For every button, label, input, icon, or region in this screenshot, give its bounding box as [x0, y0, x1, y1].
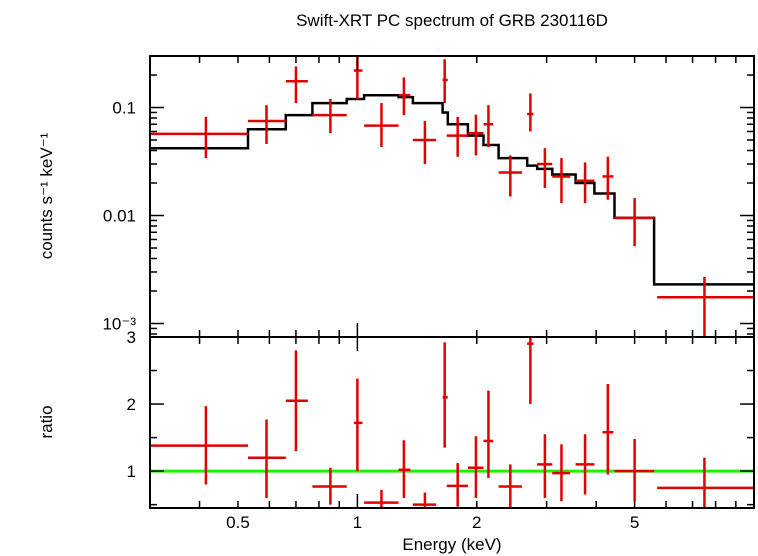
- ratio-point-3: [285, 350, 308, 451]
- ratio-y-tick-label: 1: [127, 462, 136, 481]
- spectrum-point-19: [614, 198, 655, 247]
- spectrum-point-15: [537, 148, 553, 188]
- ratio-point-18: [602, 383, 614, 475]
- spectrum-point-1: [150, 116, 249, 159]
- ratio-y-tick-label: 2: [127, 395, 136, 414]
- ratio-point-9: [442, 342, 448, 448]
- spectrum-point-12: [483, 105, 494, 148]
- ratio-y-axis-label: ratio: [37, 405, 56, 438]
- spectrum-y-axis-label: counts s⁻¹ keV⁻¹: [37, 132, 56, 259]
- spectrum-point-8: [412, 121, 437, 164]
- ratio-panel: 0.5 1 2 5 1 2 3 ratio Energy (keV): [37, 328, 755, 554]
- ratio-point-19: [614, 438, 655, 502]
- x-tick-label: 0.5: [226, 513, 250, 532]
- ratio-point-17: [575, 434, 595, 495]
- ratio-point-12: [483, 390, 494, 478]
- ratio-point-16: [552, 444, 571, 502]
- spectrum-point-3: [285, 66, 308, 104]
- spectrum-point-4: [312, 98, 347, 134]
- spectrum-point-11: [467, 114, 484, 156]
- spectrum-point-16: [552, 158, 571, 204]
- x-axis-label: Energy (keV): [402, 535, 501, 554]
- x-tick-label: 1: [353, 513, 362, 532]
- spectrum-point-14: [527, 93, 534, 132]
- chart-title: Swift-XRT PC spectrum of GRB 230116D: [296, 11, 608, 30]
- model-step-line: [150, 93, 754, 286]
- ratio-point-6: [364, 489, 399, 508]
- ratio-point-15: [537, 434, 553, 498]
- ratio-point-13: [498, 464, 522, 508]
- spectrum-point-7: [398, 77, 411, 116]
- spectrum-point-20: [657, 276, 754, 337]
- ratio-point-5: [353, 378, 363, 472]
- ratio-y-tick-label: 3: [127, 328, 136, 347]
- spectrum-point-17: [575, 162, 595, 204]
- spectrum-point-2: [248, 105, 286, 144]
- ratio-point-11: [467, 436, 484, 498]
- spectrum-point-9: [442, 59, 448, 104]
- model-curve: [150, 93, 754, 286]
- spectrum-y-tick-label: 10⁻³: [102, 315, 136, 334]
- ratio-point-4: [312, 467, 347, 505]
- ratio-point-1: [150, 406, 249, 485]
- spectrum-point-10: [446, 116, 468, 157]
- spectrum-axis-ticks: 0.1 0.01 10⁻³: [102, 56, 754, 337]
- spectrum-y-tick-label: 0.01: [103, 207, 136, 226]
- ratio-point-20: [657, 457, 754, 508]
- ratio-point-8: [412, 492, 437, 508]
- x-tick-label: 5: [630, 513, 639, 532]
- spectrum-point-18: [602, 156, 614, 200]
- spectrum-y-tick-label: 0.1: [112, 99, 136, 118]
- spectrum-data-points: [150, 56, 754, 337]
- ratio-point-7: [398, 440, 411, 498]
- spectrum-point-5: [353, 56, 363, 99]
- spectrum-panel: 0.1 0.01 10⁻³ counts s⁻¹ keV⁻¹: [37, 55, 755, 338]
- spectrum-panel-frame: [149, 55, 755, 338]
- ratio-data-points: [150, 337, 754, 508]
- ratio-point-10: [446, 463, 468, 507]
- ratio-point-2: [248, 419, 286, 498]
- spectrum-point-13: [498, 155, 522, 197]
- ratio-axis-ticks: 0.5 1 2 5 1 2 3: [127, 328, 754, 532]
- x-tick-label: 2: [472, 513, 481, 532]
- ratio-panel-frame: [149, 336, 755, 509]
- ratio-point-14: [527, 337, 534, 405]
- spectrum-point-6: [364, 103, 399, 148]
